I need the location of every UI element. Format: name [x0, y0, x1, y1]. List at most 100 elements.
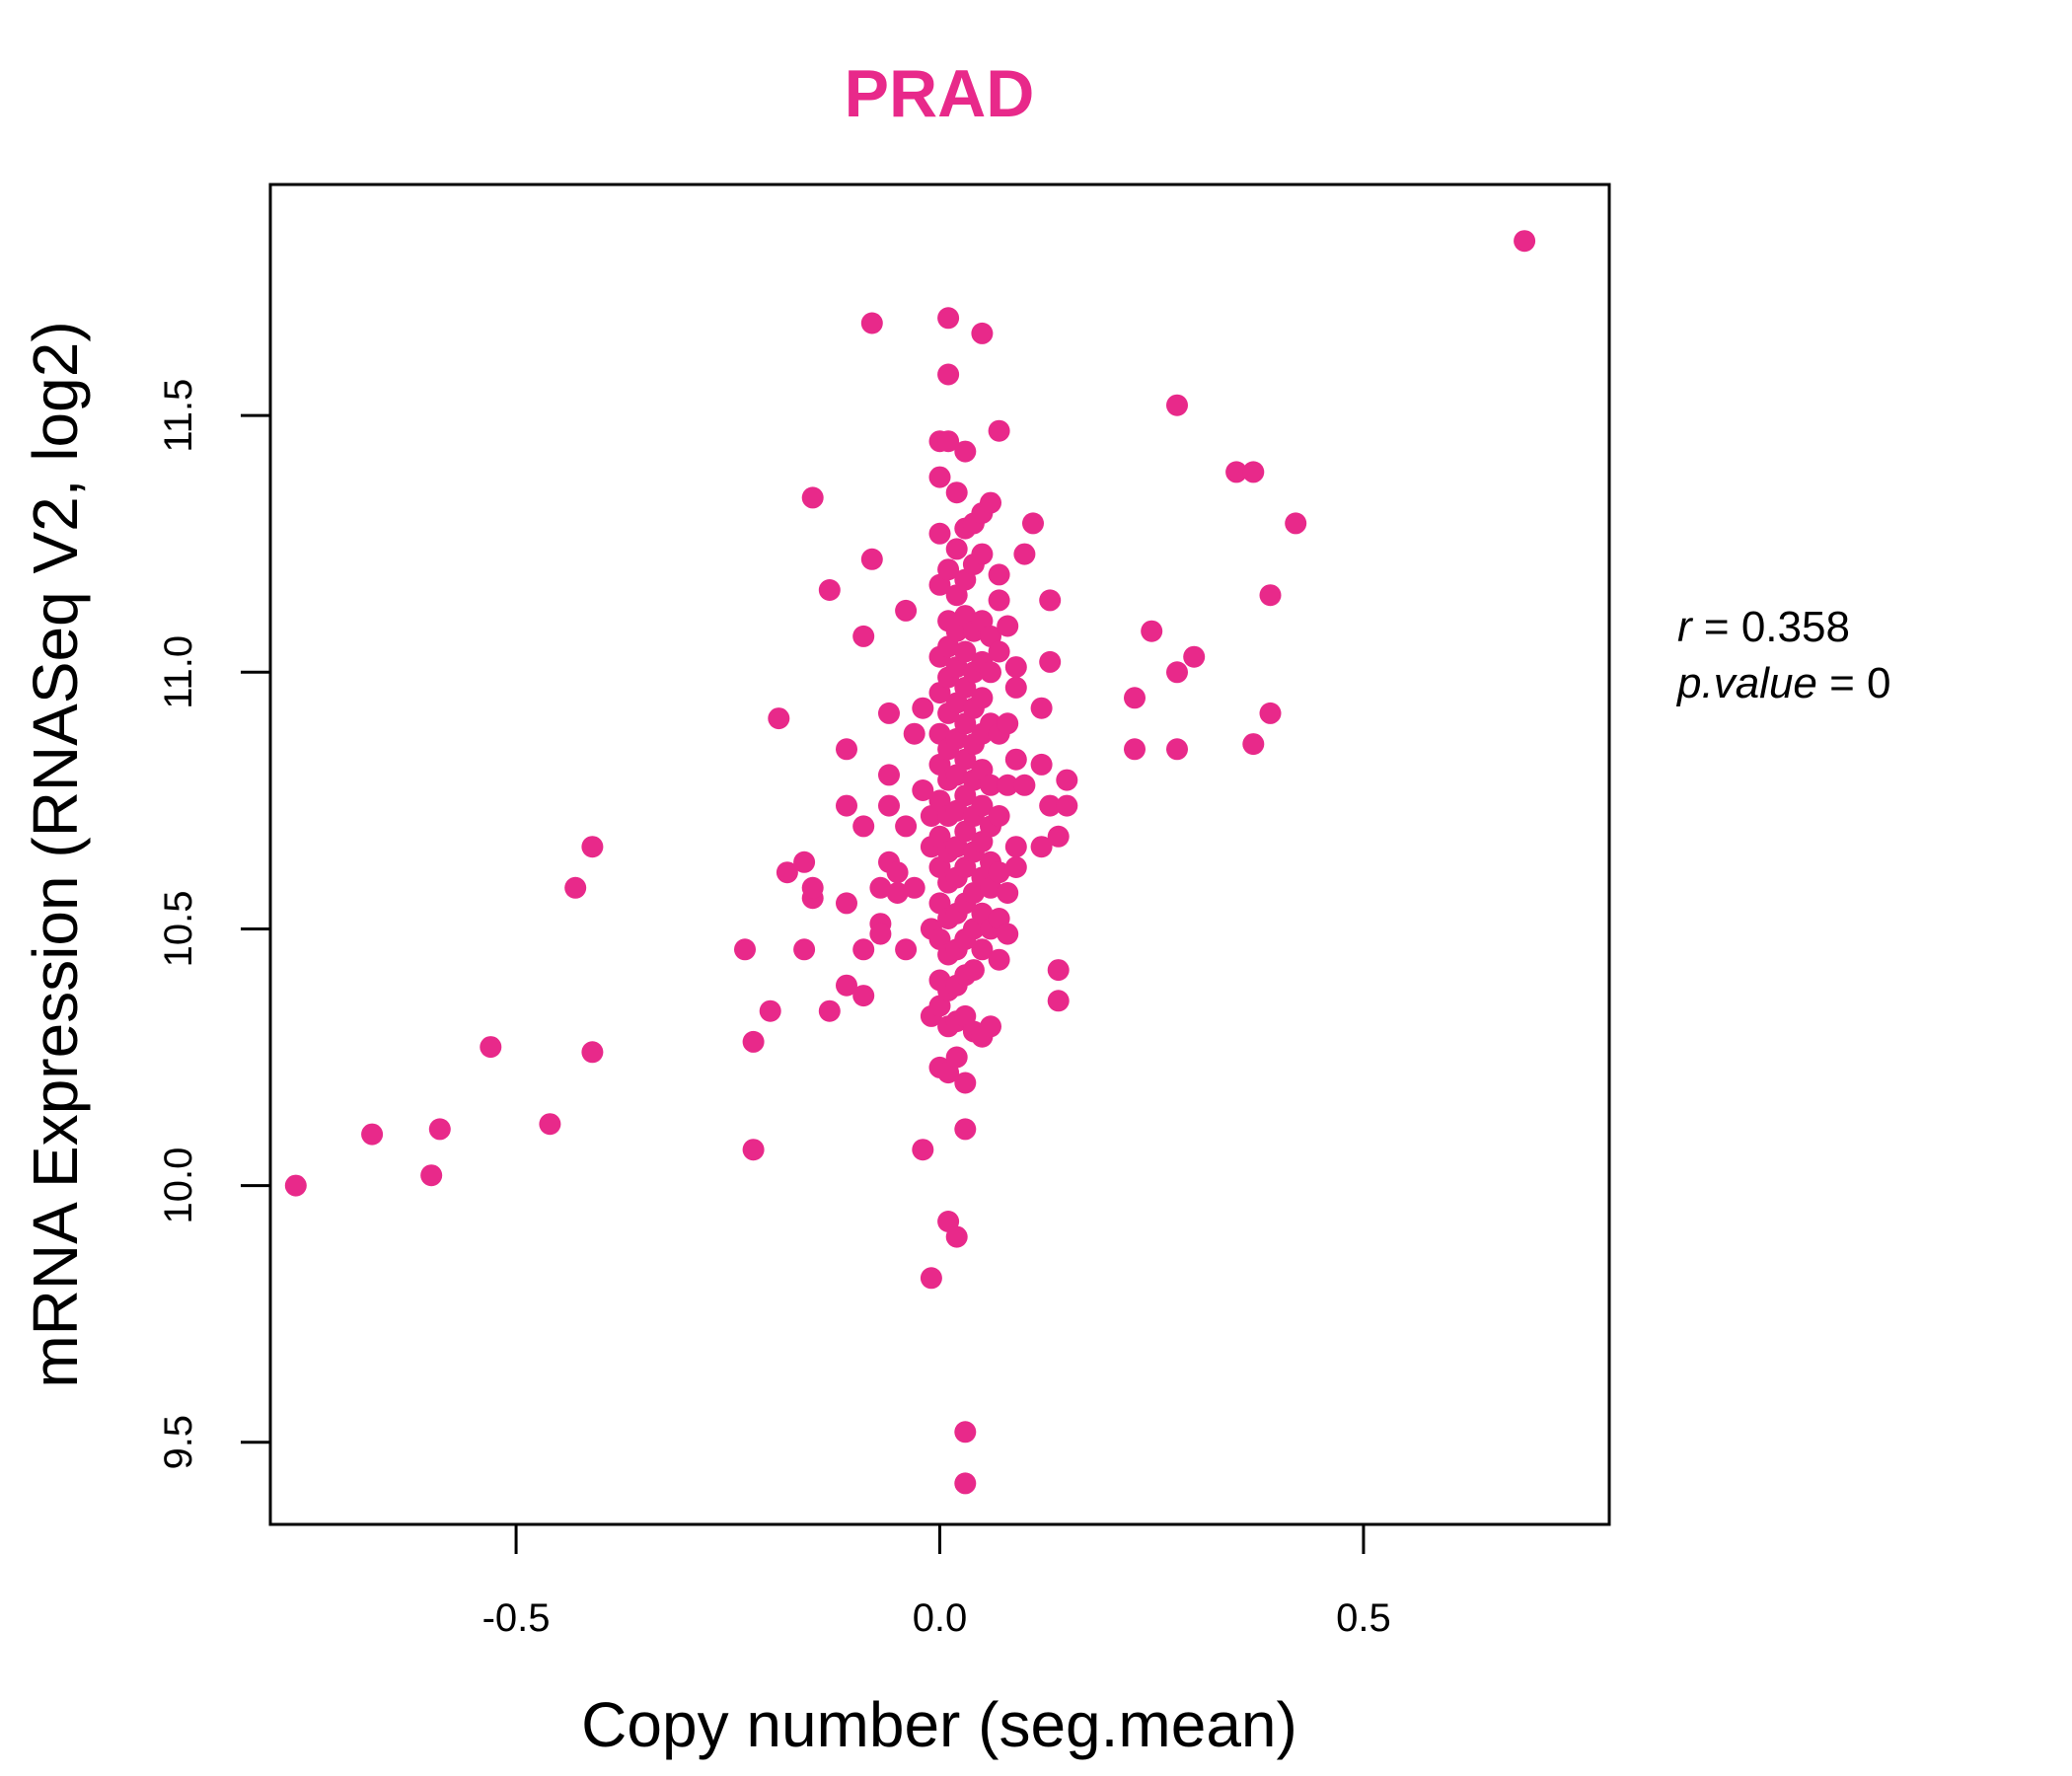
- data-point: [818, 579, 841, 601]
- data-point: [539, 1113, 561, 1136]
- data-point: [954, 1421, 977, 1443]
- points-layer: [284, 230, 1536, 1495]
- data-point: [954, 440, 977, 463]
- data-point: [836, 892, 857, 915]
- data-point: [937, 307, 960, 330]
- data-point: [818, 999, 841, 1022]
- data-point: [1030, 836, 1053, 858]
- data-point: [801, 486, 824, 509]
- data-point: [980, 774, 1001, 796]
- data-point: [903, 876, 925, 899]
- data-point: [1124, 738, 1146, 761]
- data-point: [971, 938, 994, 961]
- data-point: [928, 522, 951, 545]
- data-point: [869, 876, 892, 899]
- r-value: 0.358: [1741, 603, 1850, 651]
- data-point: [997, 923, 1019, 945]
- data-point: [920, 1267, 942, 1290]
- data-point: [895, 599, 918, 622]
- data-point: [1013, 543, 1036, 565]
- data-point: [971, 322, 994, 344]
- data-point: [997, 882, 1019, 904]
- data-point: [1166, 394, 1188, 416]
- data-point: [945, 1046, 968, 1069]
- data-point: [1166, 661, 1188, 684]
- data-point: [1039, 650, 1062, 673]
- data-point: [1047, 990, 1070, 1012]
- data-point: [581, 1041, 604, 1064]
- x-tick-label: 0.0: [913, 1596, 968, 1640]
- data-point: [886, 861, 909, 884]
- x-axis-title: Copy number (seg.mean): [581, 1689, 1297, 1760]
- data-point: [564, 876, 587, 899]
- data-point: [988, 805, 1010, 827]
- data-point: [836, 974, 857, 997]
- data-point: [937, 558, 960, 581]
- data-point: [836, 794, 857, 817]
- data-point: [1056, 794, 1078, 817]
- data-point: [1047, 959, 1070, 982]
- p-annotation: p.value = 0: [1675, 659, 1891, 707]
- y-tick-label: 10.5: [157, 891, 200, 968]
- data-point: [980, 491, 1001, 514]
- data-point: [361, 1123, 384, 1146]
- data-point: [1183, 645, 1206, 668]
- y-tick-label: 9.5: [157, 1415, 200, 1470]
- data-point: [954, 1472, 977, 1495]
- data-point: [1242, 733, 1265, 756]
- data-point: [895, 815, 918, 838]
- data-point: [1004, 856, 1027, 878]
- data-point: [869, 923, 892, 945]
- r-annotation: r = 0.358: [1677, 603, 1850, 651]
- data-point: [1030, 753, 1053, 776]
- data-point: [1013, 774, 1036, 796]
- data-point: [954, 1072, 977, 1094]
- data-point: [937, 363, 960, 386]
- data-point: [852, 815, 875, 838]
- data-point: [1141, 620, 1163, 642]
- data-point: [768, 707, 790, 730]
- data-point: [581, 836, 604, 858]
- data-point: [1039, 589, 1062, 612]
- data-point: [836, 738, 857, 761]
- y-tick-label: 11.0: [157, 635, 200, 709]
- data-point: [945, 481, 968, 504]
- data-point: [971, 794, 994, 817]
- x-tick-label: 0.5: [1336, 1596, 1391, 1640]
- p-value: 0: [1867, 659, 1890, 707]
- data-point: [954, 640, 977, 663]
- data-point: [988, 861, 1010, 884]
- data-point: [1022, 512, 1044, 535]
- data-point: [980, 661, 1001, 684]
- data-point: [912, 697, 934, 719]
- data-point: [793, 851, 816, 873]
- data-point: [852, 985, 875, 1007]
- data-point: [1259, 702, 1282, 724]
- data-point: [1514, 230, 1536, 253]
- data-point: [997, 615, 1019, 637]
- data-point: [1124, 687, 1146, 709]
- data-point: [734, 938, 756, 961]
- data-point: [742, 1030, 765, 1053]
- data-point: [1004, 836, 1027, 858]
- data-point: [1004, 676, 1027, 699]
- data-point: [903, 722, 925, 745]
- y-axis-title: mRNA Expression (RNASeq V2, log2): [20, 321, 91, 1387]
- data-point: [988, 948, 1010, 971]
- r-equals: =: [1704, 603, 1741, 651]
- p-equals: =: [1829, 659, 1867, 707]
- data-point: [1047, 825, 1070, 848]
- data-point: [928, 466, 951, 488]
- data-point: [997, 712, 1019, 735]
- y-tick-label: 11.5: [157, 379, 200, 453]
- data-point: [988, 563, 1010, 586]
- data-point: [793, 938, 816, 961]
- x-axis: -0.5 0.0 0.5: [482, 1524, 1391, 1640]
- data-point: [480, 1036, 502, 1059]
- data-point: [988, 589, 1010, 612]
- data-point: [1285, 512, 1307, 535]
- y-tick-label: 10.0: [157, 1147, 200, 1224]
- data-point: [878, 794, 900, 817]
- r-label: r: [1677, 603, 1694, 651]
